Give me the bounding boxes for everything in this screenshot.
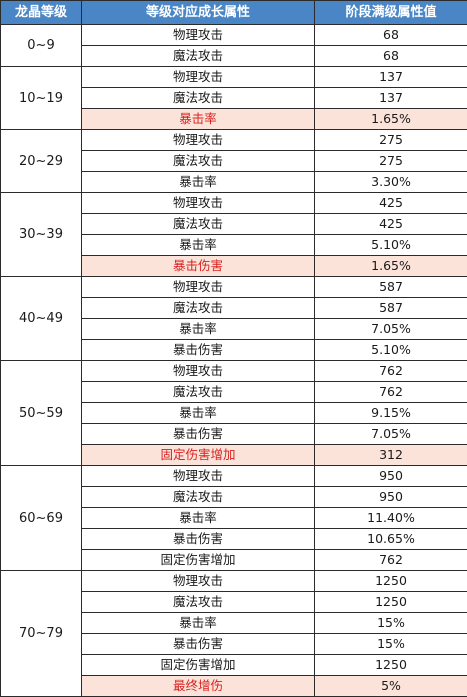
level-range-cell: 40~49 — [1, 277, 82, 361]
attribute-name-cell: 魔法攻击 — [82, 592, 315, 613]
attribute-value-cell: 425 — [315, 193, 467, 214]
attribute-value-cell: 425 — [315, 214, 467, 235]
attribute-value-cell: 9.15% — [315, 403, 467, 424]
attribute-name-cell: 暴击伤害 — [82, 256, 315, 277]
attribute-name-cell: 固定伤害增加 — [82, 445, 315, 466]
attribute-value-cell: 950 — [315, 466, 467, 487]
attribute-value-cell: 5.10% — [315, 340, 467, 361]
attribute-name-cell: 魔法攻击 — [82, 151, 315, 172]
attribute-name-cell: 固定伤害增加 — [82, 550, 315, 571]
attribute-value-cell: 275 — [315, 151, 467, 172]
attribute-value-cell: 1250 — [315, 571, 467, 592]
attribute-name-cell: 魔法攻击 — [82, 214, 315, 235]
attribute-name-cell: 暴击率 — [82, 403, 315, 424]
attribute-value-cell: 68 — [315, 46, 467, 67]
attribute-name-cell: 暴击伤害 — [82, 529, 315, 550]
attribute-value-cell: 7.05% — [315, 319, 467, 340]
attribute-value-cell: 275 — [315, 130, 467, 151]
attribute-name-cell: 物理攻击 — [82, 130, 315, 151]
attribute-value-cell: 312 — [315, 445, 467, 466]
table-header-row: 龙晶等级 等级对应成长属性 阶段满级属性值 — [1, 1, 467, 25]
attribute-value-cell: 762 — [315, 382, 467, 403]
attribute-value-cell: 137 — [315, 88, 467, 109]
attribute-name-cell: 暴击率 — [82, 235, 315, 256]
attribute-value-cell: 1250 — [315, 592, 467, 613]
attribute-value-cell: 1.65% — [315, 109, 467, 130]
attribute-name-cell: 物理攻击 — [82, 277, 315, 298]
attribute-name-cell: 魔法攻击 — [82, 298, 315, 319]
attribute-value-cell: 10.65% — [315, 529, 467, 550]
attribute-name-cell: 暴击伤害 — [82, 634, 315, 655]
attribute-value-cell: 11.40% — [315, 508, 467, 529]
attribute-value-cell: 587 — [315, 277, 467, 298]
attribute-value-cell: 15% — [315, 613, 467, 634]
attribute-name-cell: 物理攻击 — [82, 361, 315, 382]
attribute-value-cell: 137 — [315, 67, 467, 88]
level-range-cell: 10~19 — [1, 67, 82, 130]
attribute-name-cell: 魔法攻击 — [82, 382, 315, 403]
level-range-cell: 0~9 — [1, 25, 82, 67]
attribute-value-cell: 1250 — [315, 655, 467, 676]
level-range-cell: 20~29 — [1, 130, 82, 193]
attribute-name-cell: 最终增伤 — [82, 676, 315, 697]
attribute-name-cell: 物理攻击 — [82, 571, 315, 592]
attribute-value-cell: 762 — [315, 361, 467, 382]
header-attribute: 等级对应成长属性 — [82, 1, 315, 25]
attribute-value-cell: 3.30% — [315, 172, 467, 193]
attribute-value-cell: 7.05% — [315, 424, 467, 445]
attribute-value-cell: 762 — [315, 550, 467, 571]
attribute-value-cell: 15% — [315, 634, 467, 655]
attribute-value-cell: 587 — [315, 298, 467, 319]
attribute-name-cell: 暴击率 — [82, 508, 315, 529]
attribute-value-cell: 5% — [315, 676, 467, 697]
attribute-name-cell: 暴击伤害 — [82, 340, 315, 361]
level-range-cell: 70~79 — [1, 571, 82, 697]
attribute-name-cell: 物理攻击 — [82, 466, 315, 487]
attribute-value-cell: 5.10% — [315, 235, 467, 256]
level-range-cell: 50~59 — [1, 361, 82, 466]
attribute-name-cell: 暴击率 — [82, 109, 315, 130]
attribute-name-cell: 魔法攻击 — [82, 88, 315, 109]
attribute-name-cell: 暴击伤害 — [82, 424, 315, 445]
attribute-name-cell: 固定伤害增加 — [82, 655, 315, 676]
attribute-name-cell: 暴击率 — [82, 172, 315, 193]
attribute-name-cell: 暴击率 — [82, 319, 315, 340]
attribute-value-cell: 1.65% — [315, 256, 467, 277]
attribute-name-cell: 魔法攻击 — [82, 46, 315, 67]
header-level: 龙晶等级 — [1, 1, 82, 25]
attribute-name-cell: 物理攻击 — [82, 67, 315, 88]
header-value: 阶段满级属性值 — [315, 1, 467, 25]
attribute-name-cell: 物理攻击 — [82, 25, 315, 46]
level-range-cell: 60~69 — [1, 466, 82, 571]
attribute-value-cell: 950 — [315, 487, 467, 508]
attribute-name-cell: 暴击率 — [82, 613, 315, 634]
attribute-name-cell: 魔法攻击 — [82, 487, 315, 508]
attribute-value-cell: 68 — [315, 25, 467, 46]
level-range-cell: 30~39 — [1, 193, 82, 277]
attribute-name-cell: 物理攻击 — [82, 193, 315, 214]
